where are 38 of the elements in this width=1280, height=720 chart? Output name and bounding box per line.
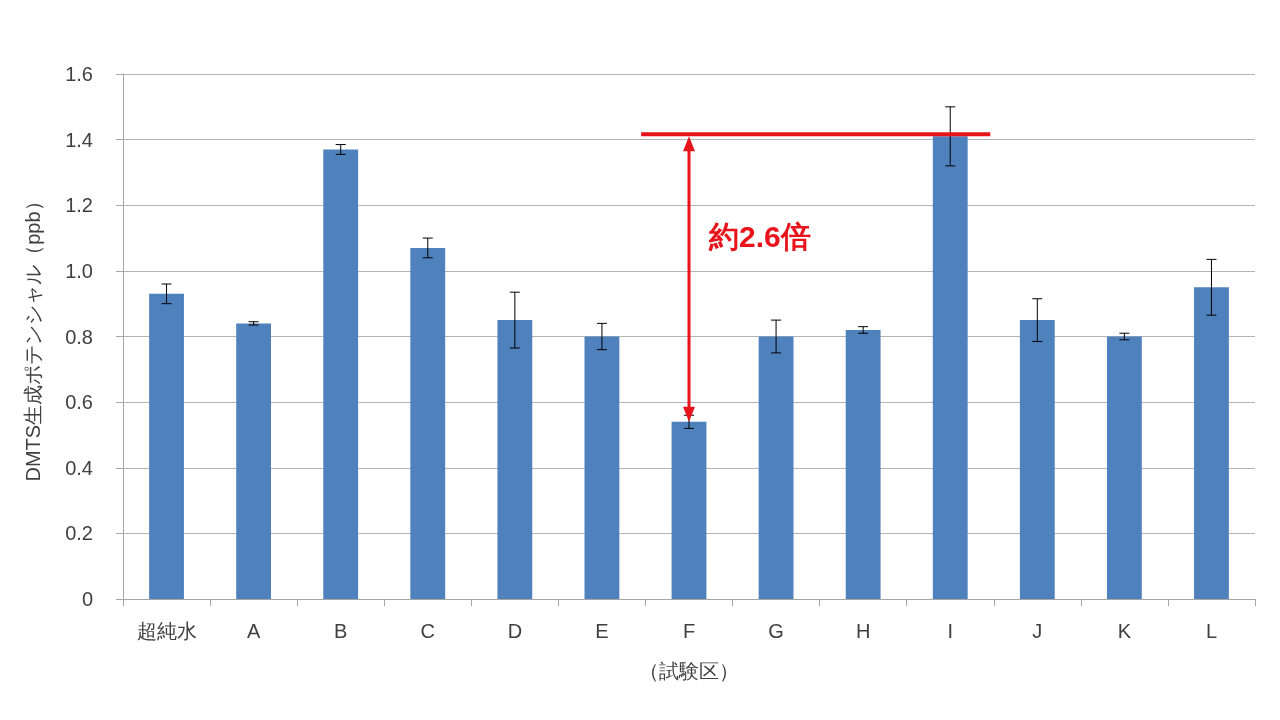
y-tick-label: 0.2: [65, 522, 93, 545]
y-tick-label: 1.2: [65, 194, 93, 217]
x-tick-label: E: [595, 620, 609, 642]
bar: [323, 149, 359, 599]
x-tick-label: J: [1032, 620, 1043, 642]
x-tick-label: I: [947, 620, 954, 642]
bar: [236, 323, 272, 599]
x-axis-title: （試験区）: [639, 660, 739, 682]
bar: [410, 247, 446, 599]
x-tick-label: H: [855, 620, 871, 642]
x-tick-label: K: [1117, 620, 1132, 642]
x-tick-label: L: [1205, 620, 1218, 642]
bar: [845, 329, 881, 599]
y-tick-label: 0.8: [65, 325, 93, 348]
y-tick-label: 0: [81, 588, 93, 610]
y-tick-label: 0.6: [65, 391, 93, 414]
bar: [758, 336, 794, 599]
bar: [1019, 320, 1055, 599]
y-tick-label: 0.4: [65, 456, 93, 479]
y-tick-label: 1.0: [65, 259, 93, 282]
y-tick-label: 1.6: [65, 63, 93, 85]
bar: [1106, 336, 1142, 599]
bar: [497, 320, 533, 599]
bar: [932, 136, 968, 599]
x-tick-label: B: [334, 620, 348, 642]
x-tick-label: G: [768, 620, 784, 642]
bar: [149, 293, 184, 599]
y-tick-label: 1.4: [65, 128, 93, 151]
x-tick-label: A: [246, 620, 261, 642]
x-tick-label: C: [420, 620, 435, 642]
bar: [1194, 287, 1229, 599]
bar: [584, 336, 620, 599]
x-tick-label: F: [682, 620, 696, 642]
y-axis-title: DMTS生成ポテンシャル（ppb）: [22, 191, 44, 482]
bar: [671, 421, 707, 599]
annotation: 約2.6倍: [708, 220, 811, 254]
x-tick-label: 超純水: [136, 620, 197, 642]
x-tick-label: D: [507, 620, 523, 642]
